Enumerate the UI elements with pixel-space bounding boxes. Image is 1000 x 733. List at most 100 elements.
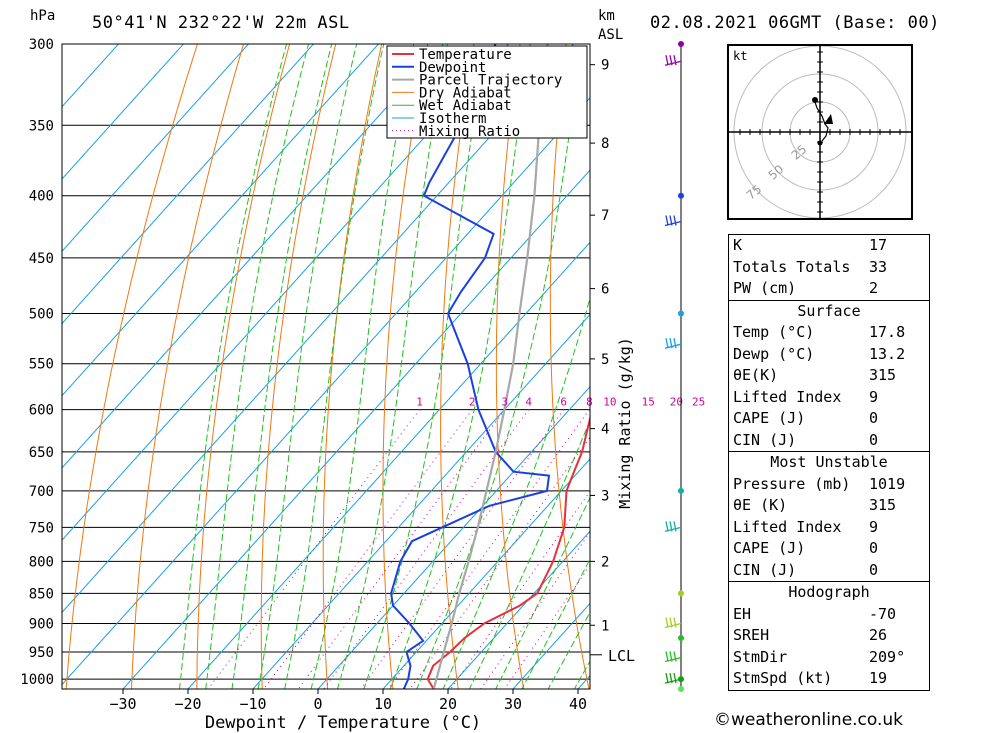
- index-label: CIN (J): [733, 430, 797, 449]
- index-row: CAPE (J) 0: [729, 408, 929, 430]
- isotherm-line: [382, 458, 590, 689]
- index-row: CAPE (J) 0: [729, 538, 929, 560]
- pressure-tick-label: 650: [29, 445, 54, 461]
- index-label: EH: [733, 604, 752, 623]
- temperature-line: [426, 414, 590, 689]
- hpa-unit-label: hPa: [30, 8, 56, 24]
- index-value: -70: [869, 604, 897, 623]
- index-value: 315: [869, 366, 897, 384]
- wet-adiabat-line: [179, 44, 288, 689]
- dry-adiabat-line: [935, 44, 1000, 700]
- index-value: 26: [869, 626, 888, 644]
- isotherm-line: [62, 44, 250, 252]
- index-label: K: [733, 236, 743, 254]
- dry-adiabat-line: [981, 44, 1000, 700]
- index-value: 17.8: [869, 323, 906, 341]
- x-tick-label: 10: [374, 695, 392, 713]
- legend-entry: Wet Adiabat: [419, 98, 512, 114]
- legend-entry: Isotherm: [419, 111, 486, 127]
- index-row: CIN (J) 0: [729, 430, 929, 452]
- parcel-trajectory-line: [432, 44, 549, 689]
- mixing-ratio-tick-label: 10: [603, 396, 616, 409]
- dry-adiabat-line: [653, 44, 723, 700]
- pressure-tick-label: 400: [29, 189, 54, 205]
- hodograph-top-marker: [812, 97, 818, 103]
- mixing-ratio-line: [263, 409, 473, 689]
- legend-entry: Parcel Trajectory: [419, 73, 562, 89]
- km-tick-label: 4: [601, 422, 609, 438]
- surface-section-title: Surface: [729, 299, 929, 323]
- pressure-tick-label: 1000: [20, 672, 54, 688]
- index-value: 1019: [869, 474, 906, 493]
- dry-adiabat-line: [65, 44, 198, 689]
- km-unit-label: km: [598, 8, 615, 24]
- location-title: 50°41'N 232°22'W 22m ASL: [92, 13, 350, 33]
- dry-adiabat-line: [440, 44, 475, 689]
- x-axis-title: Dewpoint / Temperature (°C): [205, 713, 481, 733]
- index-row: θE (K) 315: [729, 495, 929, 517]
- km-tick-label: 2: [601, 554, 609, 570]
- wet-adiabat-line: [310, 44, 415, 689]
- pressure-tick-label: 850: [29, 586, 54, 602]
- pressure-tick-label: 500: [29, 306, 54, 322]
- index-label: θE(K): [733, 366, 779, 384]
- mixing-ratio-tick-label: 6: [560, 396, 567, 409]
- x-tick-label: 30: [504, 695, 522, 713]
- index-label: StmDir: [733, 647, 788, 666]
- isotherm-line: [62, 44, 380, 397]
- index-label: CAPE (J): [733, 409, 806, 427]
- pressure-tick-label: 350: [29, 118, 54, 134]
- dry-adiabat-line: [549, 44, 590, 689]
- wet-adiabat-line: [442, 296, 590, 689]
- wet-adiabat-line: [389, 44, 531, 689]
- index-value: 2: [869, 279, 879, 297]
- dry-adiabat-line: [131, 44, 244, 689]
- hodograph-ring-label: 75: [744, 182, 765, 203]
- dry-adiabat-line: [382, 44, 429, 689]
- wind-level-marker: [678, 634, 684, 641]
- dry-adiabat-line: [322, 44, 383, 689]
- index-row: Pressure (mb) 1019: [729, 474, 929, 496]
- asl-unit-label: ASL: [598, 27, 624, 43]
- wind-level-marker: [678, 487, 684, 494]
- hodograph-surface-marker: [817, 140, 823, 146]
- storm-motion-arrow: [824, 114, 833, 124]
- wind-level-marker: [678, 41, 684, 47]
- hodograph-ring-label: 25: [789, 142, 810, 163]
- wind-barb: [664, 215, 682, 227]
- mixing-ratio-line: [207, 409, 420, 689]
- plot-frame: [61, 43, 591, 690]
- pressure-tick-label: 800: [29, 554, 54, 570]
- index-row: Lifted Index 9: [729, 387, 929, 409]
- index-label: Totals Totals: [733, 257, 851, 276]
- km-tick-label: 5: [601, 352, 609, 368]
- index-label: StmSpd (kt): [733, 669, 833, 687]
- index-label: Dewp (°C): [733, 344, 815, 363]
- index-label: CIN (J): [733, 560, 797, 579]
- km-tick-label: 8: [601, 136, 609, 152]
- index-row: SREH 26: [729, 625, 929, 647]
- index-label: CAPE (J): [733, 539, 806, 557]
- hodograph-canvas: kt 25 50 75: [729, 45, 911, 219]
- index-row: Lifted Index 9: [729, 517, 929, 539]
- copyright: ©weatheronline.co.uk: [714, 710, 904, 730]
- index-value: 33: [869, 257, 888, 276]
- wind-barb: [664, 672, 682, 684]
- index-label: Temp (°C): [733, 323, 815, 341]
- index-label: PW (cm): [733, 279, 797, 297]
- isotherm-line: [317, 386, 590, 689]
- hodograph: kt 25 50 75: [727, 44, 913, 220]
- wind-profile: [664, 41, 684, 692]
- wet-adiabat-line: [495, 496, 590, 689]
- datetime-title: 02.08.2021 06GMT (Base: 00): [650, 13, 940, 33]
- pressure-tick-label: 750: [29, 520, 54, 536]
- mixing-ratio-tick-label: 25: [692, 396, 705, 409]
- index-row: K 17: [729, 235, 929, 257]
- mixing-ratio-tick-label: 8: [586, 396, 593, 409]
- index-value: 19: [869, 669, 888, 687]
- wind-level-marker: [678, 686, 684, 692]
- mixing-ratio-tick-label: 2: [469, 396, 476, 409]
- index-row: θE(K) 315: [729, 365, 929, 387]
- index-label: θE (K): [733, 496, 788, 514]
